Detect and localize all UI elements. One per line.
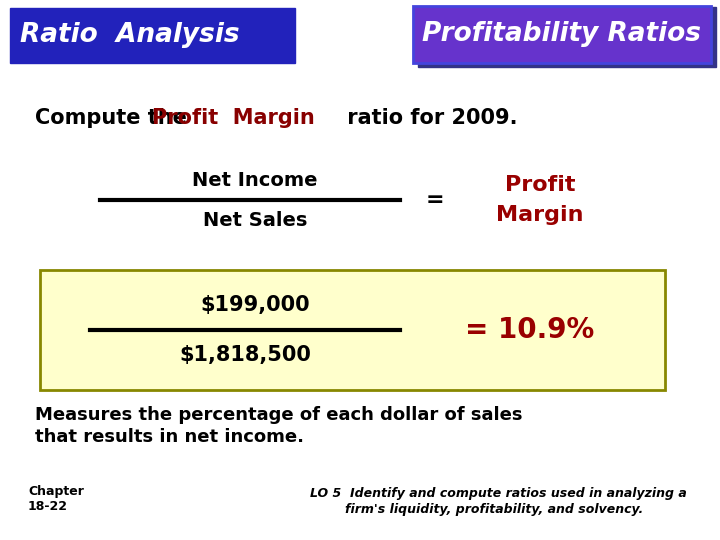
Text: ratio for 2009.: ratio for 2009. bbox=[340, 108, 518, 128]
Text: Margin: Margin bbox=[496, 205, 584, 225]
Text: Ratio  Analysis: Ratio Analysis bbox=[20, 22, 240, 48]
Bar bbox=[418, 7, 716, 67]
Text: firm's liquidity, profitability, and solvency.: firm's liquidity, profitability, and sol… bbox=[345, 503, 643, 516]
Text: Net Income: Net Income bbox=[192, 171, 318, 190]
Text: =: = bbox=[426, 190, 444, 210]
Text: Net Sales: Net Sales bbox=[203, 211, 307, 229]
Text: Profit  Margin: Profit Margin bbox=[152, 108, 315, 128]
Text: LO 5  Identify and compute ratios used in analyzing a: LO 5 Identify and compute ratios used in… bbox=[310, 488, 687, 501]
Bar bbox=[40, 270, 665, 390]
Text: that results in net income.: that results in net income. bbox=[35, 428, 304, 446]
Text: Compute the: Compute the bbox=[35, 108, 194, 128]
Text: Measures the percentage of each dollar of sales: Measures the percentage of each dollar o… bbox=[35, 406, 523, 424]
Text: Profit: Profit bbox=[505, 175, 575, 195]
Bar bbox=[10, 8, 295, 63]
Text: $1,818,500: $1,818,500 bbox=[179, 345, 311, 365]
Bar bbox=[413, 6, 711, 63]
Text: Profitability Ratios: Profitability Ratios bbox=[423, 21, 701, 47]
Text: = 10.9%: = 10.9% bbox=[465, 316, 595, 344]
Text: Chapter: Chapter bbox=[28, 485, 84, 498]
Text: 18-22: 18-22 bbox=[28, 501, 68, 514]
Text: $199,000: $199,000 bbox=[200, 295, 310, 315]
